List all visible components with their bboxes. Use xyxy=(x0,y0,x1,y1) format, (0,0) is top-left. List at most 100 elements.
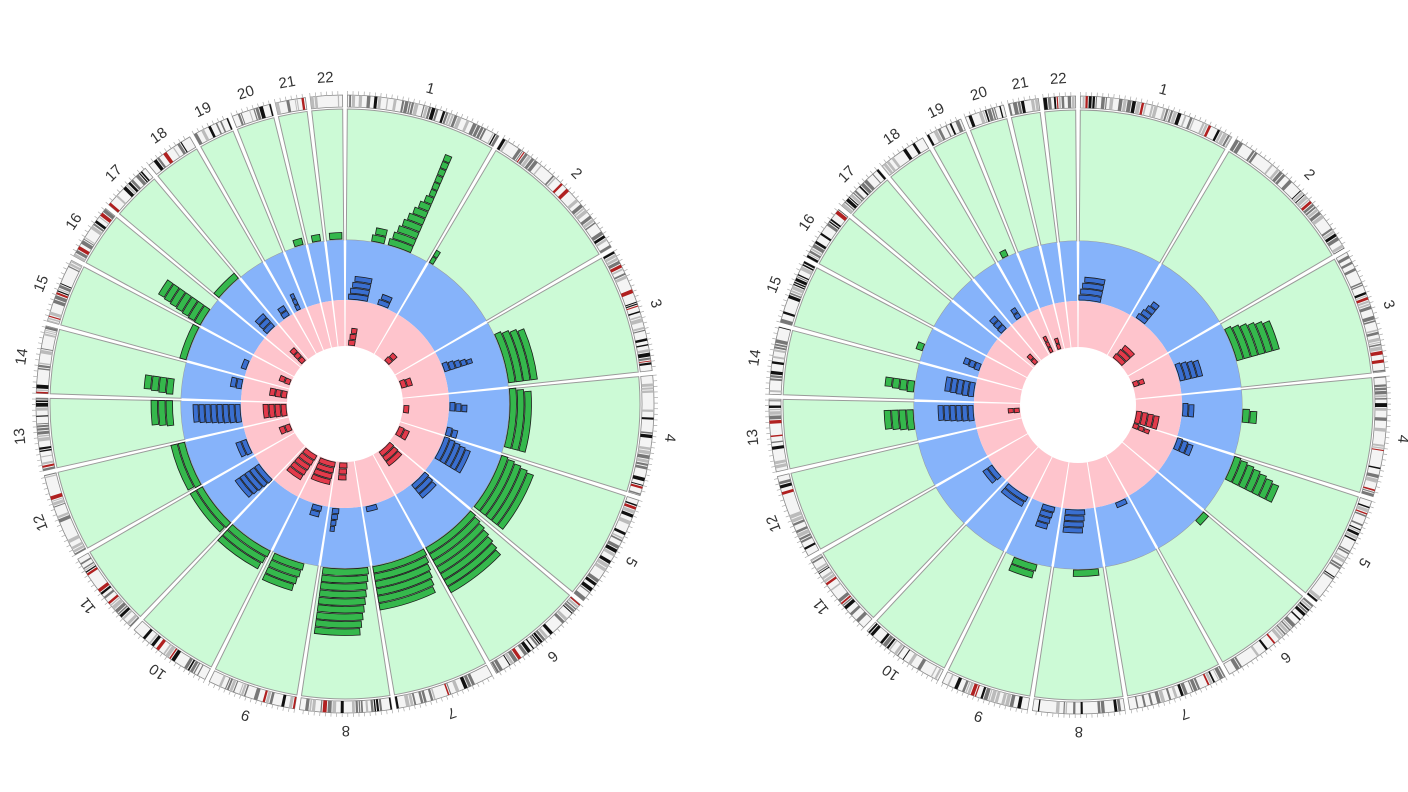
ideogram-band xyxy=(322,700,328,713)
ideogram-band xyxy=(769,411,782,415)
blue-histogram-track xyxy=(192,275,474,532)
scale-tick xyxy=(1141,707,1144,712)
scale-tick xyxy=(778,494,783,497)
ideogram-band xyxy=(1354,511,1367,518)
ideogram-band xyxy=(1202,673,1210,686)
scale-tick xyxy=(201,125,205,130)
scale-tick xyxy=(1135,97,1137,102)
scale-tick xyxy=(853,186,857,190)
ideogram-band xyxy=(40,347,53,352)
ideogram-band xyxy=(835,210,848,221)
ideogram-band xyxy=(854,190,865,200)
scale-tick xyxy=(780,499,785,502)
scale-tick xyxy=(924,131,928,136)
middle-track-sector xyxy=(918,429,988,486)
ideogram-band xyxy=(1284,615,1296,628)
blue-histogram-track xyxy=(937,276,1204,534)
red-bar xyxy=(348,339,356,347)
scale-tick xyxy=(246,106,249,111)
ideogram-band xyxy=(1203,125,1212,138)
ideogram-band xyxy=(85,565,97,573)
middle-track-sector xyxy=(395,471,470,547)
ideogram-band xyxy=(1307,592,1318,602)
ideogram-band xyxy=(37,434,50,438)
ideogram-band xyxy=(945,125,952,137)
blue-bar xyxy=(955,405,963,422)
ideogram-band xyxy=(639,360,652,364)
ideogram-band xyxy=(516,151,525,163)
scale-tick xyxy=(1376,322,1381,325)
scale-tick xyxy=(466,116,469,120)
ideogram-band xyxy=(103,589,115,599)
scale-tick xyxy=(1322,213,1327,217)
scale-tick xyxy=(141,166,145,170)
ideogram-band xyxy=(780,318,793,326)
blue-bar xyxy=(1062,526,1083,534)
ideogram-band xyxy=(1354,291,1367,299)
scale-tick xyxy=(1204,686,1208,691)
scale-tick xyxy=(1377,480,1382,483)
scale-tick xyxy=(610,560,615,564)
ideogram-band xyxy=(1371,446,1385,450)
blue-bar xyxy=(1080,288,1104,297)
ideogram-band xyxy=(366,95,371,109)
scale-tick xyxy=(1272,161,1276,166)
red-bar xyxy=(1007,407,1014,414)
scale-tick xyxy=(137,635,141,640)
scale-tick xyxy=(63,267,68,270)
scale-tick xyxy=(638,305,643,308)
red-bar xyxy=(338,468,348,475)
ideogram-band xyxy=(1067,96,1072,109)
scale-tick xyxy=(1179,696,1182,701)
ideogram-band xyxy=(849,605,861,616)
scale-tick xyxy=(897,149,900,153)
inner-track-sector xyxy=(279,314,316,360)
inner-track-sector xyxy=(329,461,361,508)
scale-tick xyxy=(643,321,648,324)
blue-bar xyxy=(1063,520,1084,528)
green-bar xyxy=(315,611,364,621)
middle-track-sector xyxy=(1128,472,1203,548)
ideogram-band xyxy=(1374,417,1387,421)
ideogram-band xyxy=(769,415,782,420)
ideogram-band xyxy=(432,108,439,121)
scale-tick xyxy=(94,215,98,219)
ideogram-chr2 xyxy=(1229,135,1346,255)
ideogram-band xyxy=(1125,100,1132,113)
ideogram-band xyxy=(954,677,963,690)
ideogram-band xyxy=(1071,96,1075,109)
ideogram-band xyxy=(39,445,52,450)
ideogram-chr6 xyxy=(1223,597,1317,677)
blue-bar xyxy=(1084,276,1106,286)
red-bar xyxy=(1042,335,1049,343)
ideogram-band xyxy=(564,602,575,613)
blue-bar xyxy=(418,481,437,499)
blue-bar xyxy=(277,305,287,315)
scale-tick xyxy=(1119,711,1121,716)
ideogram-band xyxy=(625,303,638,309)
scale-tick xyxy=(968,111,971,116)
ideogram-band xyxy=(1372,443,1385,447)
ideogram-band xyxy=(365,700,369,713)
blue-bar xyxy=(262,321,276,335)
blue-bar xyxy=(235,440,247,458)
scale-tick xyxy=(1147,706,1149,711)
scale-tick xyxy=(649,349,654,351)
ideogram-band xyxy=(1063,701,1066,714)
scale-tick xyxy=(849,190,854,194)
ideogram-band xyxy=(253,687,261,701)
scale-tick xyxy=(81,570,86,574)
ideogram-band xyxy=(771,440,784,444)
ideogram-band xyxy=(770,370,783,376)
scale-tick xyxy=(301,93,303,98)
scale-tick xyxy=(1343,561,1348,565)
chromosome-sector-22: 22 xyxy=(1042,70,1078,348)
green-bar xyxy=(491,467,528,526)
ideogram-band xyxy=(41,460,54,465)
scale-tick xyxy=(187,671,191,676)
scale-tick xyxy=(805,249,810,253)
scale-tick xyxy=(1331,580,1336,584)
scale-tick xyxy=(589,212,594,216)
ideogram-band xyxy=(809,250,821,259)
green-bar xyxy=(193,305,211,326)
